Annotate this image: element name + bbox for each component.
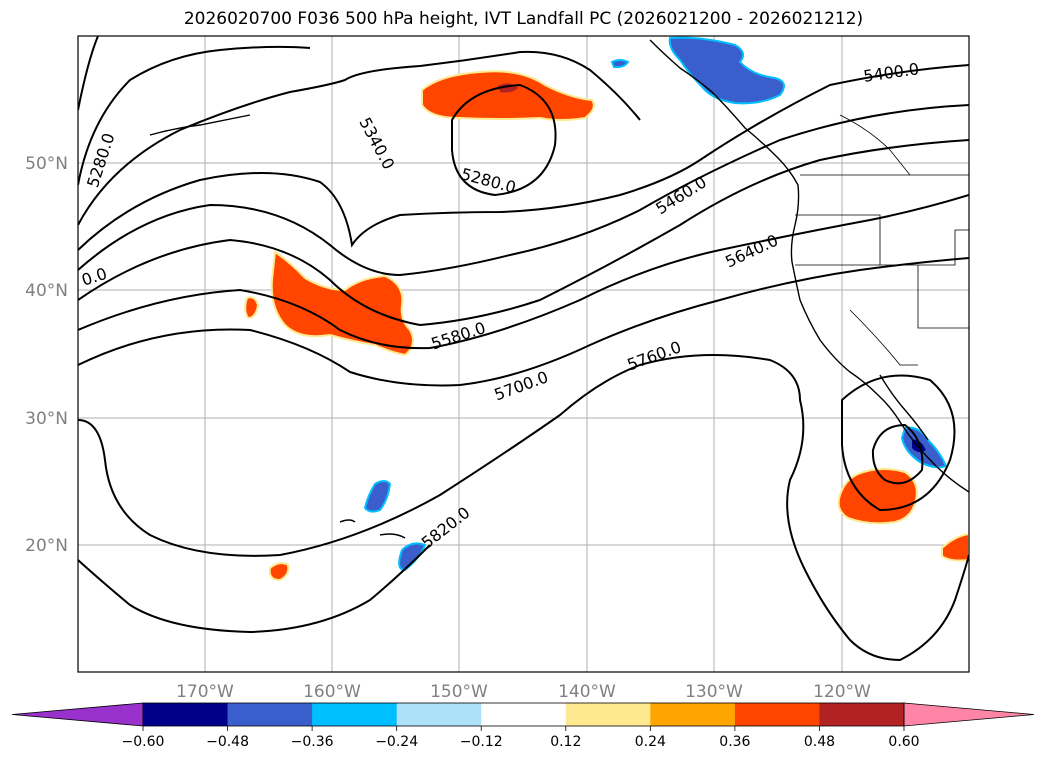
colorbar-tick-label: 0.36: [719, 734, 750, 750]
colorbar-extend-high: [903, 702, 1035, 727]
lon-label: 140°W: [558, 682, 616, 702]
latitude-labels: 50°N 40°N 30°N 20°N: [25, 154, 68, 556]
colorbar-segment: [565, 703, 651, 726]
colorbar-segment: [312, 703, 398, 726]
colorbar-segment: [396, 703, 482, 726]
contour-label: 5280.0: [459, 164, 518, 197]
lat-label: 30°N: [25, 409, 68, 429]
lat-label: 20°N: [25, 536, 68, 556]
colorbar-tick-label: −0.36: [291, 734, 334, 750]
lat-label: 40°N: [25, 281, 68, 301]
colorbar-tick-label: 0.60: [888, 734, 919, 750]
lon-label: 170°W: [176, 682, 234, 702]
colorbar-tick-label: −0.24: [375, 734, 418, 750]
colorbar-tick-label: 0.48: [804, 734, 835, 750]
map-frame: [77, 35, 970, 673]
colorbar-frame: [142, 702, 905, 727]
colorbar-tick-label: 0.24: [635, 734, 666, 750]
contour-label: 5760.0: [625, 337, 684, 374]
lon-label: 150°W: [430, 682, 488, 702]
gridlines: [78, 36, 969, 672]
height-contours: [78, 36, 969, 662]
colorbar-tick-label: 0.12: [550, 734, 581, 750]
contour-label: 5400.0: [862, 59, 920, 86]
ivt-fill-positive: [244, 70, 969, 582]
lon-label: 160°W: [303, 682, 361, 702]
colorbar-extend-low: [11, 702, 144, 727]
coastlines: [149, 39, 969, 539]
colorbar-tick-label: −0.48: [206, 734, 249, 750]
colorbar-tick-label: −0.12: [460, 734, 503, 750]
colorbar-segment: [650, 703, 736, 726]
colorbar-segment: [227, 703, 313, 726]
map-area: [78, 36, 969, 672]
colorbar: −0.60 −0.48 −0.36 −0.24 −0.12 0.12 0.24 0.36 0.4…: [11, 702, 1035, 750]
contour-label: 0.0: [79, 264, 109, 290]
lat-label: 50°N: [25, 154, 68, 174]
contour-label: 5280.0: [83, 131, 118, 190]
colorbar-segment: [481, 703, 567, 726]
colorbar-tick-label: −0.60: [122, 734, 165, 750]
contour-label: 5640.0: [722, 231, 781, 272]
ivt-fill-negative: [363, 36, 948, 572]
map-title: 2026020700 F036 500 hPa height, IVT Land…: [183, 9, 864, 29]
colorbar-segment: [143, 703, 229, 726]
lon-label: 120°W: [813, 682, 871, 702]
colorbar-segment: [734, 703, 820, 726]
colorbar-segment: [819, 703, 905, 726]
longitude-labels: 170°W 160°W 150°W 140°W 130°W 120°W: [176, 682, 871, 702]
lon-label: 130°W: [685, 682, 743, 702]
political-borders: [795, 114, 969, 366]
contour-label: 5340.0: [355, 114, 398, 172]
